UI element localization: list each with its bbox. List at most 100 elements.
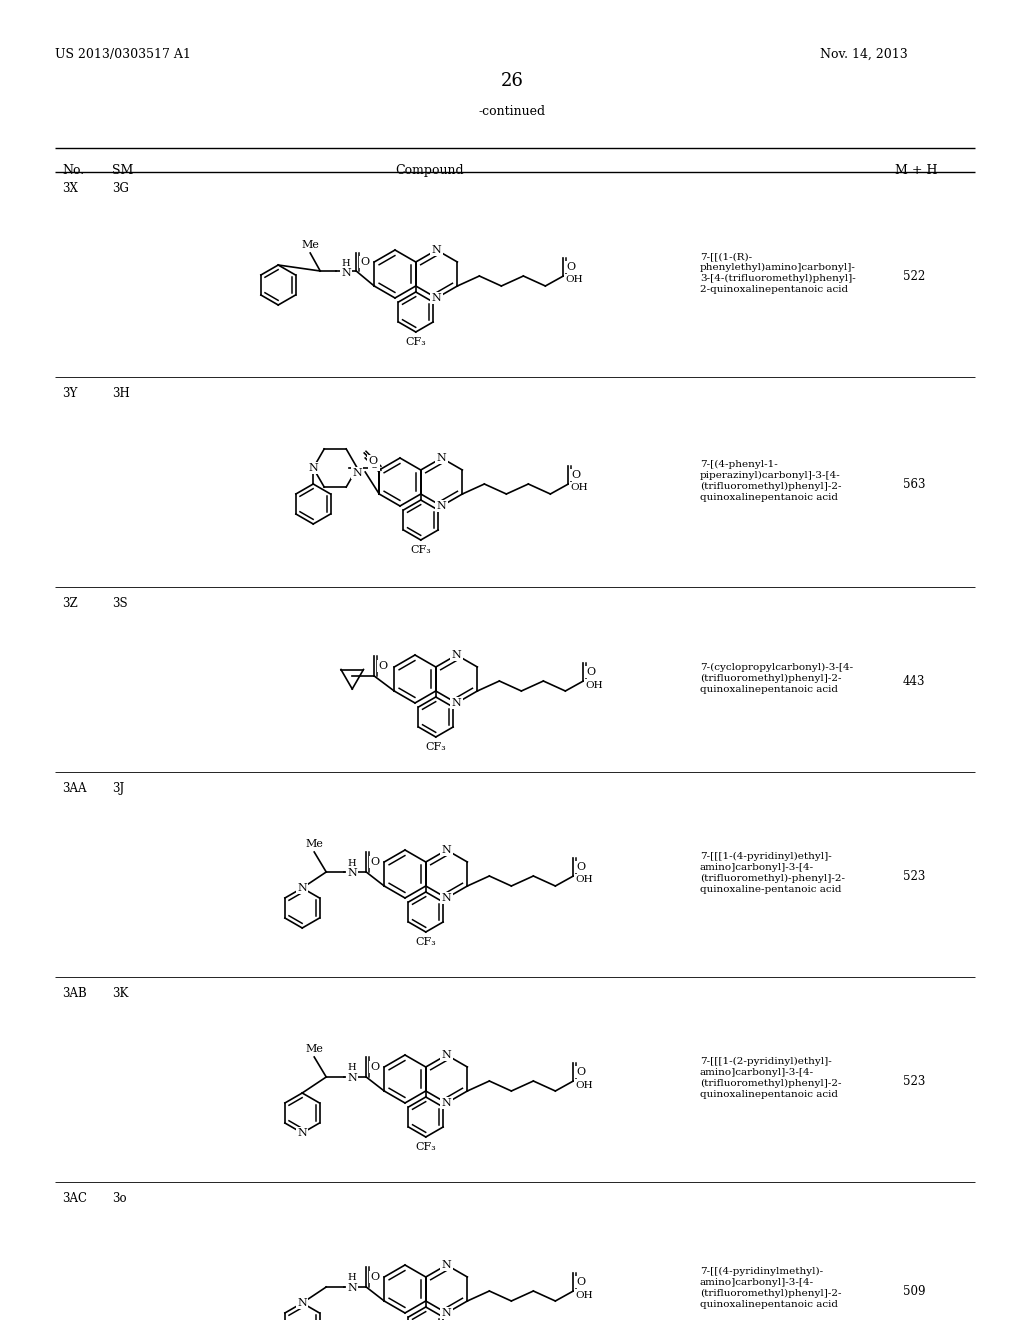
- Text: H: H: [342, 259, 350, 268]
- Text: Me: Me: [305, 840, 324, 849]
- Text: (trifluoromethyl)phenyl]-2-: (trifluoromethyl)phenyl]-2-: [700, 1290, 842, 1298]
- Text: O: O: [587, 667, 596, 677]
- Text: 443: 443: [902, 675, 925, 688]
- Text: 2-quinoxalinepentanoic acid: 2-quinoxalinepentanoic acid: [700, 285, 848, 294]
- Text: quinoxalinepentanoic acid: quinoxalinepentanoic acid: [700, 492, 838, 502]
- Text: 563: 563: [902, 478, 925, 491]
- Text: H: H: [348, 1064, 356, 1072]
- Text: N: N: [452, 649, 462, 660]
- Text: O: O: [371, 857, 380, 867]
- Text: 523: 523: [902, 870, 925, 883]
- Text: 7-[[[1-(4-pyridinyl)ethyl]-: 7-[[[1-(4-pyridinyl)ethyl]-: [700, 851, 831, 861]
- Text: 3H: 3H: [112, 387, 130, 400]
- Text: CF₃: CF₃: [416, 937, 436, 946]
- Text: OH: OH: [575, 875, 593, 884]
- Text: N: N: [347, 869, 357, 878]
- Text: N: N: [436, 453, 446, 463]
- Text: Me: Me: [305, 1044, 324, 1053]
- Text: 522: 522: [903, 271, 925, 282]
- Text: O: O: [371, 1272, 380, 1282]
- Text: CF₃: CF₃: [411, 545, 431, 554]
- Text: 7-[[(1-(R)-: 7-[[(1-(R)-: [700, 252, 752, 261]
- Text: Nov. 14, 2013: Nov. 14, 2013: [820, 48, 907, 61]
- Text: quinoxalinepentanoic acid: quinoxalinepentanoic acid: [700, 685, 838, 693]
- Text: OH: OH: [575, 1081, 593, 1089]
- Text: N: N: [347, 1073, 357, 1082]
- Text: (trifluoromethyl)phenyl]-2-: (trifluoromethyl)phenyl]-2-: [700, 1078, 842, 1088]
- Text: phenylethyl)amino]carbonyl]-: phenylethyl)amino]carbonyl]-: [700, 263, 856, 272]
- Text: Me: Me: [301, 240, 319, 249]
- Text: O: O: [371, 1063, 380, 1072]
- Text: O: O: [577, 1276, 586, 1287]
- Text: N: N: [441, 1049, 452, 1060]
- Text: 26: 26: [501, 73, 523, 90]
- Text: quinoxalinepentanoic acid: quinoxalinepentanoic acid: [700, 1090, 838, 1100]
- Text: H: H: [348, 858, 356, 867]
- Text: CF₃: CF₃: [406, 337, 426, 347]
- Text: amino]carbonyl]-3-[4-: amino]carbonyl]-3-[4-: [700, 1068, 814, 1077]
- Text: O: O: [571, 470, 581, 480]
- Text: 7-(cyclopropylcarbonyl)-3-[4-: 7-(cyclopropylcarbonyl)-3-[4-: [700, 663, 853, 672]
- Text: OH: OH: [575, 1291, 593, 1299]
- Text: O: O: [577, 1067, 586, 1077]
- Text: (trifluoromethyl)phenyl]-2-: (trifluoromethyl)phenyl]-2-: [700, 482, 842, 491]
- Text: OH: OH: [570, 483, 588, 492]
- Text: 3G: 3G: [112, 182, 129, 195]
- Text: H: H: [348, 1274, 356, 1283]
- Text: SM: SM: [112, 164, 133, 177]
- Text: N: N: [452, 698, 462, 708]
- Text: M + H: M + H: [895, 164, 938, 177]
- Text: 3Z: 3Z: [62, 597, 78, 610]
- Text: 509: 509: [902, 1284, 925, 1298]
- Text: Compound: Compound: [395, 164, 464, 177]
- Text: 3AA: 3AA: [62, 781, 86, 795]
- Text: (trifluoromethyl)-phenyl]-2-: (trifluoromethyl)-phenyl]-2-: [700, 874, 845, 883]
- Text: piperazinyl)carbonyl]-3-[4-: piperazinyl)carbonyl]-3-[4-: [700, 471, 841, 480]
- Text: -continued: -continued: [478, 106, 546, 117]
- Text: 3AC: 3AC: [62, 1192, 87, 1205]
- Text: N: N: [441, 1098, 452, 1107]
- Text: N: N: [347, 1283, 357, 1294]
- Text: 3Y: 3Y: [62, 387, 78, 400]
- Text: OH: OH: [586, 681, 603, 689]
- Text: N: N: [297, 1298, 307, 1308]
- Text: (trifluoromethyl)phenyl]-2-: (trifluoromethyl)phenyl]-2-: [700, 673, 842, 682]
- Text: N: N: [308, 463, 318, 473]
- Text: 3K: 3K: [112, 987, 128, 1001]
- Text: N: N: [441, 1308, 452, 1317]
- Text: O: O: [379, 661, 388, 671]
- Text: N: N: [436, 502, 446, 511]
- Text: O: O: [567, 261, 575, 272]
- Text: O: O: [369, 455, 378, 466]
- Text: 7-[[[1-(2-pyridinyl)ethyl]-: 7-[[[1-(2-pyridinyl)ethyl]-: [700, 1057, 831, 1067]
- Text: N: N: [441, 894, 452, 903]
- Text: N: N: [341, 268, 351, 279]
- Text: quinoxaline-pentanoic acid: quinoxaline-pentanoic acid: [700, 884, 842, 894]
- Text: N: N: [297, 883, 307, 894]
- Text: N: N: [441, 1261, 452, 1270]
- Text: 3S: 3S: [112, 597, 128, 610]
- Text: 7-[(4-phenyl-1-: 7-[(4-phenyl-1-: [700, 459, 778, 469]
- Text: N: N: [297, 1129, 307, 1138]
- Text: 3AB: 3AB: [62, 987, 87, 1001]
- Text: 3o: 3o: [112, 1192, 127, 1205]
- Text: OH: OH: [565, 276, 583, 285]
- Text: CF₃: CF₃: [416, 1142, 436, 1152]
- Text: 3J: 3J: [112, 781, 124, 795]
- Text: 523: 523: [902, 1074, 925, 1088]
- Text: quinoxalinepentanoic acid: quinoxalinepentanoic acid: [700, 1300, 838, 1309]
- Text: 7-[[(4-pyridinylmethyl)-: 7-[[(4-pyridinylmethyl)-: [700, 1267, 823, 1276]
- Text: CF₃: CF₃: [425, 742, 446, 752]
- Text: 3-[4-(trifluoromethyl)phenyl]-: 3-[4-(trifluoromethyl)phenyl]-: [700, 275, 856, 282]
- Text: O: O: [360, 257, 370, 267]
- Text: 3X: 3X: [62, 182, 78, 195]
- Text: amino]carbonyl]-3-[4-: amino]carbonyl]-3-[4-: [700, 1278, 814, 1287]
- Text: US 2013/0303517 A1: US 2013/0303517 A1: [55, 48, 190, 61]
- Text: N: N: [432, 246, 441, 255]
- Text: O: O: [577, 862, 586, 873]
- Text: N: N: [441, 845, 452, 855]
- Text: N: N: [432, 293, 441, 304]
- Text: O: O: [370, 459, 379, 470]
- Text: No.: No.: [62, 164, 84, 177]
- Text: N: N: [352, 469, 362, 478]
